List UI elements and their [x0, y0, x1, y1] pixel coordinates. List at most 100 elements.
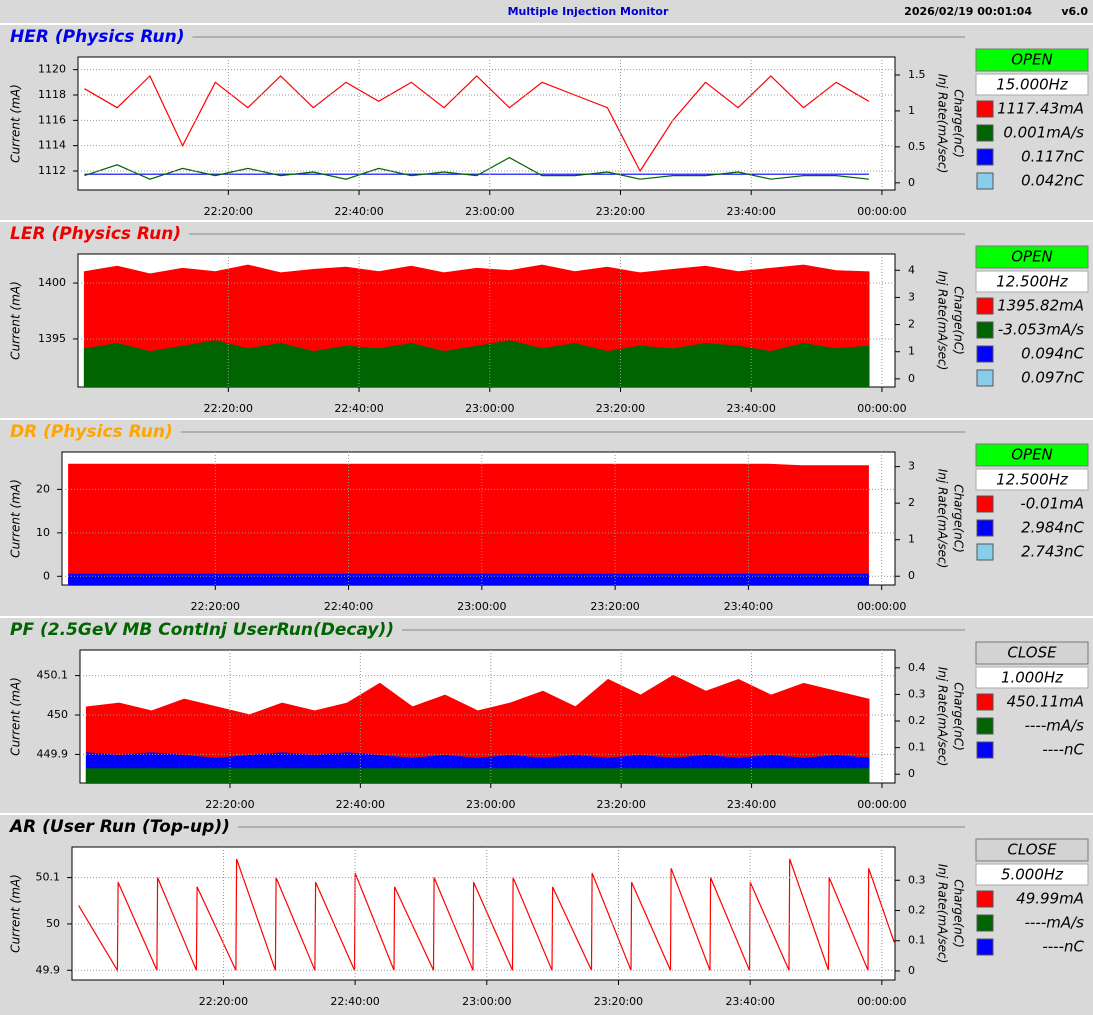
- x-tick-label: 22:40:00: [334, 402, 383, 415]
- status-button[interactable]: [975, 245, 1089, 269]
- status-button[interactable]: [975, 443, 1089, 467]
- y2-axis-title: Charge(nC): [952, 879, 966, 948]
- y-tick-label: 1114: [38, 139, 66, 152]
- y-tick-label: 450.1: [37, 669, 69, 682]
- x-tick-label: 23:00:00: [462, 995, 511, 1008]
- reading-swatch: [976, 172, 994, 190]
- reading-swatch: [976, 741, 994, 759]
- reading-swatch: [976, 890, 994, 908]
- reading-swatch: [976, 938, 994, 956]
- reading-swatch: [976, 369, 994, 387]
- x-tick-label: 23:00:00: [465, 402, 514, 415]
- trace-area: [68, 463, 869, 586]
- y2-tick-label: 3: [908, 460, 915, 473]
- x-tick-label: 00:00:00: [857, 995, 906, 1008]
- reading-value: ----mA/s: [1025, 914, 1085, 932]
- y2-tick-label: 0.2: [908, 714, 926, 727]
- y2-tick-label: 1: [908, 104, 915, 117]
- status-text: OPEN: [1011, 446, 1053, 464]
- y2-tick-label: 3: [908, 290, 915, 303]
- y-axis-title: Current (mA): [9, 281, 23, 360]
- panel-title: DR (Physics Run): [10, 422, 173, 442]
- y2-tick-label: 0: [908, 569, 915, 582]
- rate-text: 15.000Hz: [996, 76, 1069, 94]
- y2-tick-label: 0.1: [908, 934, 926, 947]
- status-text: CLOSE: [1007, 644, 1057, 662]
- panel-title: HER (Physics Run): [10, 27, 184, 47]
- y-axis-title: Current (mA): [9, 479, 23, 558]
- x-tick-label: 23:00:00: [466, 798, 515, 811]
- plot-area: [71, 846, 896, 981]
- x-tick-label: 22:20:00: [191, 600, 240, 613]
- y2-tick-label: 1: [908, 345, 915, 358]
- x-tick-label: 23:00:00: [465, 205, 514, 218]
- x-tick-label: 23:20:00: [596, 402, 645, 415]
- plot-area: [77, 56, 896, 191]
- panel-title: PF (2.5GeV MB ContInj UserRun(Decay)): [10, 620, 394, 640]
- status-text: CLOSE: [1007, 841, 1057, 859]
- reading-swatch: [976, 717, 994, 735]
- status-button[interactable]: [975, 838, 1089, 862]
- x-tick-label: 23:20:00: [590, 600, 639, 613]
- status-button[interactable]: [975, 641, 1089, 665]
- rate-text: 12.500Hz: [996, 273, 1069, 291]
- y2-tick-label: 0.3: [908, 687, 926, 700]
- x-tick-label: 22:20:00: [205, 798, 254, 811]
- y-tick-label: 50: [46, 917, 60, 930]
- rate-box: [975, 666, 1089, 689]
- reading-value: -3.053mA/s: [998, 321, 1084, 339]
- y2-tick-label: 0.1: [908, 741, 926, 754]
- reading-swatch: [976, 543, 994, 561]
- y-tick-label: 50.1: [36, 871, 61, 884]
- y-tick-label: 10: [36, 526, 50, 539]
- y-tick-label: 449.9: [37, 747, 69, 760]
- status-button[interactable]: [975, 48, 1089, 72]
- y-tick-label: 49.9: [36, 963, 61, 976]
- rate-text: 1.000Hz: [1001, 669, 1064, 687]
- reading-value: 0.094nC: [1021, 345, 1084, 363]
- x-tick-label: 22:40:00: [324, 600, 373, 613]
- x-tick-label: 00:00:00: [857, 798, 906, 811]
- x-tick-label: 23:00:00: [457, 600, 506, 613]
- x-tick-label: 23:40:00: [727, 402, 776, 415]
- x-tick-label: 23:40:00: [725, 995, 774, 1008]
- trace-line: [78, 858, 895, 973]
- y2-tick-label: 4: [908, 263, 915, 276]
- reading-value: 49.99mA: [1016, 890, 1084, 908]
- y2-axis-title: Charge(nC): [952, 682, 966, 751]
- y2-tick-label: 0: [908, 176, 915, 189]
- panel-title: LER (Physics Run): [10, 224, 181, 244]
- y-tick-label: 1116: [38, 113, 66, 126]
- panel-title: AR (User Run (Top-up)): [8, 817, 230, 837]
- reading-value: ----nC: [1042, 741, 1084, 759]
- trace-area: [83, 340, 870, 388]
- x-tick-label: 22:20:00: [204, 205, 253, 218]
- trace-area: [85, 768, 870, 784]
- y-axis-title: Current (mA): [9, 874, 23, 953]
- rate-text: 5.000Hz: [1001, 866, 1064, 884]
- reading-value: 1395.82mA: [997, 297, 1084, 315]
- app-title: Multiple Injection Monitor: [508, 5, 669, 18]
- reading-swatch: [976, 100, 994, 118]
- trace-area: [68, 573, 869, 586]
- y-tick-label: 1112: [38, 164, 66, 177]
- y-tick-label: 1395: [38, 332, 66, 345]
- reading-value: 450.11mA: [1007, 693, 1084, 711]
- x-tick-label: 23:20:00: [596, 205, 645, 218]
- y-axis-title: Current (mA): [9, 84, 23, 163]
- y2-tick-label: 0.4: [908, 661, 926, 674]
- y2-axis-title: Charge(nC): [952, 484, 966, 553]
- reading-swatch: [976, 124, 994, 142]
- reading-value: ----nC: [1042, 938, 1084, 956]
- x-tick-label: 22:40:00: [336, 798, 385, 811]
- reading-value: 0.001mA/s: [1003, 124, 1084, 142]
- reading-swatch: [976, 495, 994, 513]
- timestamp: 2026/02/19 00:01:04: [904, 5, 1032, 18]
- y2-tick-label: 0: [908, 372, 915, 385]
- x-tick-label: 23:40:00: [727, 798, 776, 811]
- y2-tick-label: 1.5: [908, 68, 926, 81]
- y-axis-title: Current (mA): [9, 677, 23, 756]
- y2-axis-title: Inj Rate(mA/sec): [936, 271, 950, 371]
- x-tick-label: 23:20:00: [594, 995, 643, 1008]
